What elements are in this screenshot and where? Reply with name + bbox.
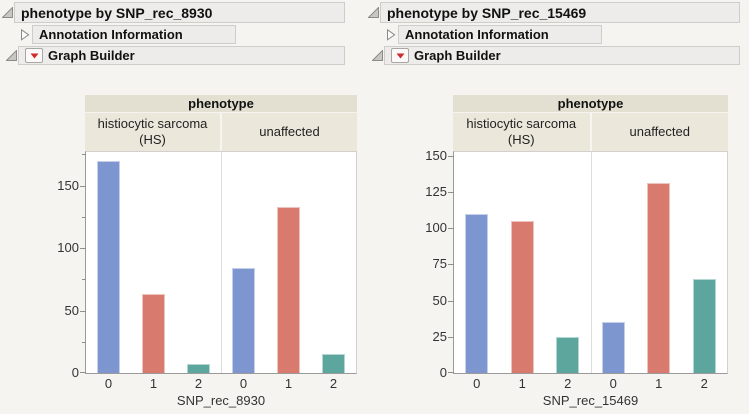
outline-title-bar[interactable]: phenotype by SNP_rec_8930	[14, 2, 345, 23]
x-tick-labels: 0 1 2 0 1 2	[85, 376, 357, 392]
chart-bar-hs-0[interactable]	[97, 161, 120, 373]
chart-bar-unaffected-0[interactable]	[232, 268, 255, 373]
outline-graph-builder-row: Graph Builder	[371, 46, 740, 65]
y-tick-mark	[82, 279, 86, 280]
disclosure-open-icon[interactable]	[1, 7, 13, 19]
x-tick-label: 0	[104, 376, 113, 391]
x-tick-label: 2	[700, 376, 708, 391]
outline-title-row: phenotype by SNP_rec_15469	[367, 2, 740, 23]
outline-graph-builder-bar[interactable]: Graph Builder	[384, 46, 740, 65]
y-tick-mark	[82, 342, 86, 343]
y-tick-mark	[448, 156, 454, 157]
outline-title-bar[interactable]: phenotype by SNP_rec_15469	[380, 2, 740, 23]
graph-builder-chart: phenotype histiocytic sarcoma (HS) unaffe…	[57, 95, 357, 408]
group-header-band: histiocytic sarcoma (HS) unaffected	[453, 113, 728, 151]
group-header-label: histiocytic sarcoma (HS)	[453, 113, 590, 151]
chart-bar-hs-2[interactable]	[556, 337, 580, 373]
x-tick-label: 0	[609, 376, 617, 391]
graph-builder-chart: phenotype histiocytic sarcoma (HS) unaffe…	[425, 95, 728, 408]
y-tick-mark	[80, 372, 86, 373]
chart-bar-unaffected-2[interactable]	[692, 279, 716, 373]
y-tick-mark	[82, 154, 86, 155]
y-tick-mark	[80, 248, 86, 249]
y-tick-label: 50	[64, 302, 79, 318]
y-tick-label: 100	[425, 220, 447, 236]
y-tick-mark	[80, 186, 86, 187]
outline-annotation-row: Annotation Information	[19, 25, 236, 44]
disclosure-open-icon[interactable]	[5, 50, 17, 62]
chart-bar-hs-1[interactable]	[142, 294, 165, 373]
disclosure-collapsed-icon[interactable]	[385, 28, 397, 41]
x-axis-title: SNP_rec_8930	[176, 393, 266, 408]
red-triangle-menu-icon	[396, 53, 404, 58]
red-triangle-menu-button[interactable]	[391, 48, 409, 63]
chart-bar-hs-1[interactable]	[510, 221, 534, 373]
y-tick-label: 125	[425, 183, 447, 199]
x-tick-label: 1	[284, 376, 293, 391]
panel-title: phenotype by SNP_rec_15469	[387, 4, 587, 21]
chart-title-band: phenotype	[453, 95, 728, 113]
y-tick-label: 150	[57, 177, 79, 193]
report-panel-snp-15469: phenotype by SNP_rec_15469 Annotation In…	[366, 0, 740, 414]
graph-builder-label: Graph Builder	[414, 48, 501, 63]
y-tick-label: 100	[57, 240, 79, 256]
x-tick-label: 0	[239, 376, 248, 391]
y-tick-mark	[448, 264, 454, 265]
y-tick-mark	[448, 372, 454, 373]
group-divider-line	[590, 152, 592, 373]
y-tick-label: 25	[432, 328, 447, 344]
y-tick-mark	[448, 337, 454, 338]
chart-bar-hs-2[interactable]	[187, 364, 210, 373]
chart-bar-unaffected-0[interactable]	[601, 322, 625, 373]
group-header-label: histiocytic sarcoma (HS)	[85, 113, 220, 151]
group-header-band: histiocytic sarcoma (HS) unaffected	[85, 113, 357, 151]
group-header-label: unaffected	[220, 113, 357, 151]
y-tick-label: 150	[425, 147, 447, 163]
disclosure-collapsed-icon[interactable]	[19, 28, 31, 41]
annotation-label: Annotation Information	[405, 27, 549, 42]
report-panel-snp-8930: phenotype by SNP_rec_8930 Annotation Inf…	[0, 0, 357, 414]
x-tick-label: 0	[473, 376, 481, 391]
outline-annotation-row: Annotation Information	[385, 25, 602, 44]
x-axis-title: SNP_rec_15469	[542, 393, 639, 408]
red-triangle-menu-icon	[30, 53, 38, 58]
chart-bar-unaffected-2[interactable]	[322, 354, 345, 373]
panel-title: phenotype by SNP_rec_8930	[21, 4, 213, 21]
y-tick-label: 0	[71, 365, 79, 380]
x-tick-label: 1	[655, 376, 663, 391]
y-tick-label: 50	[432, 292, 447, 308]
outline-graph-builder-row: Graph Builder	[5, 46, 345, 65]
y-tick-mark	[448, 192, 454, 193]
chart-title-band: phenotype	[85, 95, 357, 113]
disclosure-open-icon[interactable]	[367, 7, 379, 19]
group-header-label: unaffected	[589, 113, 728, 151]
disclosure-open-icon[interactable]	[371, 50, 383, 62]
plot-area[interactable]: 0 25 50 75 100 125 150	[425, 148, 728, 380]
x-tick-label: 2	[194, 376, 203, 391]
x-tick-label: 2	[329, 376, 338, 391]
x-tick-labels: 0 1 2 0 1 2	[453, 376, 728, 392]
group-divider-line	[221, 152, 222, 373]
y-tick-mark	[80, 311, 86, 312]
y-tick-mark	[448, 301, 454, 302]
outline-title-row: phenotype by SNP_rec_8930	[1, 2, 345, 23]
outline-annotation-bar[interactable]: Annotation Information	[32, 25, 236, 44]
chart-bar-hs-0[interactable]	[465, 214, 489, 373]
red-triangle-menu-button[interactable]	[25, 48, 43, 63]
y-tick-label: 0	[439, 365, 447, 380]
y-tick-mark	[448, 228, 454, 229]
chart-bar-unaffected-1[interactable]	[277, 207, 300, 373]
x-tick-label: 2	[564, 376, 572, 391]
chart-bar-unaffected-1[interactable]	[647, 183, 671, 373]
y-tick-mark	[82, 217, 86, 218]
graph-builder-label: Graph Builder	[48, 48, 135, 63]
plot-area[interactable]: 0 50 100 150	[57, 151, 357, 380]
outline-graph-builder-bar[interactable]: Graph Builder	[18, 46, 345, 65]
y-tick-label: 75	[432, 256, 447, 272]
annotation-label: Annotation Information	[39, 27, 183, 42]
x-tick-label: 1	[149, 376, 158, 391]
outline-annotation-bar[interactable]: Annotation Information	[398, 25, 602, 44]
x-tick-label: 1	[518, 376, 526, 391]
